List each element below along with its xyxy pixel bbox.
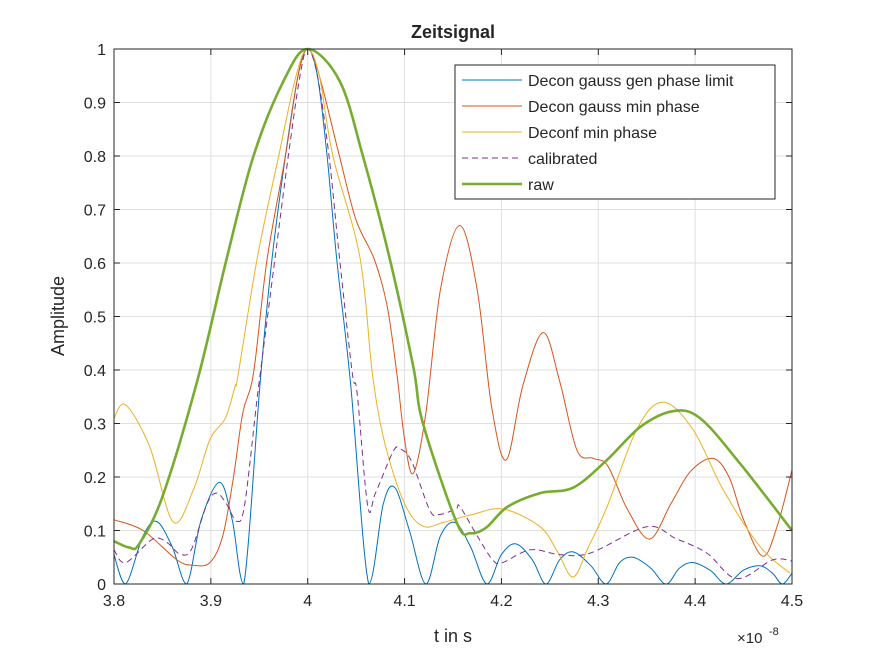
x-tick-label: 4.2: [490, 593, 512, 610]
y-tick-label: 0.6: [84, 256, 106, 273]
y-tick-label: 0.7: [84, 203, 106, 220]
y-tick-label: 0: [97, 577, 106, 594]
y-axis-label: Amplitude: [48, 276, 68, 356]
y-tick-label: 0.1: [84, 524, 106, 541]
legend-item-raw[interactable]: raw: [462, 177, 554, 194]
legend-label: Deconf min phase: [528, 125, 657, 142]
y-tick-label: 0.8: [84, 149, 106, 166]
legend-label: raw: [528, 177, 554, 194]
chart-title: Zeitsignal: [411, 22, 495, 42]
x-tick-label: 4: [303, 593, 312, 610]
ticks: 3.8 3.9 4 4.1 4.2 4.3 4.4 4.5 0 0.1 0.2 0.3 0.4 0.5 0.…: [84, 42, 803, 610]
x-tick-label: 4.3: [587, 593, 609, 610]
legend-item-calibrated[interactable]: calibrated: [462, 151, 597, 168]
series-line-deconf-min-phase: [113, 48, 791, 578]
legend-label: Decon gauss min phase: [528, 99, 700, 116]
legend-item-decon-gauss-min-phase[interactable]: Decon gauss min phase: [462, 99, 700, 116]
x-exponent-power: -8: [769, 626, 779, 638]
x-tick-label: 4.4: [684, 593, 706, 610]
legend-item-decon-gauss-gen-phase-limit[interactable]: Decon gauss gen phase limit: [462, 73, 734, 90]
legend-label: calibrated: [528, 151, 597, 168]
series-line-raw: [113, 47, 794, 551]
series-line-calibrated: [113, 48, 793, 580]
legend-label: Decon gauss gen phase limit: [528, 73, 734, 90]
y-tick-label: 0.3: [84, 417, 106, 434]
y-tick-label: 0.5: [84, 310, 106, 327]
series-line-decon-gauss-min-phase: [113, 48, 793, 567]
y-tick-label: 0.2: [84, 470, 106, 487]
x-tick-label: 3.8: [103, 593, 125, 610]
y-tick-label: 0.4: [84, 363, 106, 380]
y-tick-label: 1: [97, 42, 106, 59]
x-exponent-base: ×10: [737, 630, 762, 647]
x-tick-label: 4.1: [393, 593, 415, 610]
y-tick-label: 0.9: [84, 96, 106, 113]
x-tick-label: 4.5: [781, 593, 803, 610]
legend-item-deconf-min-phase[interactable]: Deconf min phase: [462, 125, 657, 142]
series-line-decon-gauss-gen-phase-limit: [113, 48, 793, 585]
x-axis-label: t in s: [434, 626, 472, 646]
legend[interactable]: Decon gauss gen phase limit Decon gauss m…: [454, 64, 776, 200]
x-tick-label: 3.9: [200, 593, 222, 610]
series-lines: [113, 47, 794, 585]
